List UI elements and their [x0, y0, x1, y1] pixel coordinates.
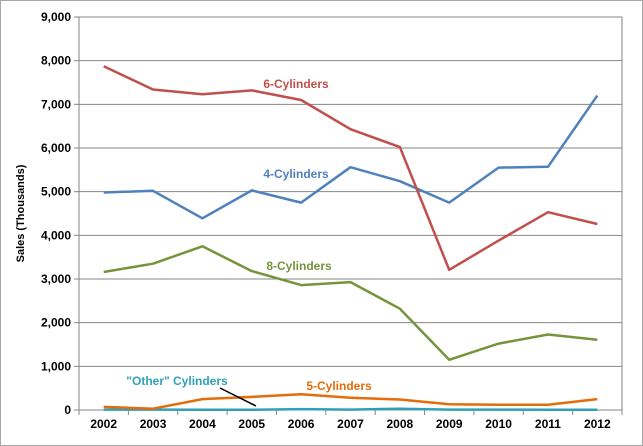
x-tick-label: 2012	[584, 417, 611, 431]
x-tick-label: 2007	[337, 417, 364, 431]
series-lines	[103, 65, 599, 412]
series-label: 8-Cylinders	[266, 259, 332, 273]
y-tick-label: 5,000	[41, 185, 71, 199]
series-line-4-cylinders	[103, 94, 599, 220]
series-line-8-cylinders	[103, 245, 598, 362]
x-tick-label: 2010	[485, 417, 512, 431]
y-tick-label: 6,000	[41, 141, 71, 155]
x-tick-label: 2006	[288, 417, 315, 431]
series-label: 6-Cylinders	[263, 77, 329, 91]
x-tick-label: 2009	[436, 417, 463, 431]
x-tick-label: 2002	[90, 417, 117, 431]
series-line-6-cylinders	[103, 65, 598, 272]
x-tick-label: 2008	[387, 417, 414, 431]
y-tick-label: 4,000	[41, 228, 71, 242]
plot-area	[78, 16, 623, 411]
series-label: 5-Cylinders	[306, 379, 372, 393]
y-tick-label: 1,000	[41, 359, 71, 373]
other-cylinders-leader-line	[219, 387, 257, 407]
gridlines	[79, 16, 622, 367]
y-tick-label: 9,000	[41, 10, 71, 24]
y-tick-label: 3,000	[41, 272, 71, 286]
x-tick-label: 2003	[140, 417, 167, 431]
x-tick-label: 2004	[189, 417, 216, 431]
series-line-other-cylinders	[103, 407, 598, 412]
y-axis-ticks: 0 1,000 2,000 3,000 4,000 5,000 6,000 7,000 8,00…	[41, 10, 79, 417]
x-tick-label: 2005	[238, 417, 265, 431]
x-axis-ticks: 2002 2003 2004 2005 2006 2007 2008 2009 2010 2011…	[78, 410, 623, 431]
x-tick-label: 2011	[535, 417, 561, 431]
series-label: "Other" Cylinders	[126, 374, 228, 388]
series-line-5-cylinders	[103, 393, 598, 410]
y-tick-label: 7,000	[41, 97, 71, 111]
y-tick-label: 2,000	[41, 316, 71, 330]
y-tick-label: 8,000	[41, 54, 71, 68]
series-labels: 6-Cylinders 4-Cylinders 8-Cylinders 5-Cylin…	[126, 77, 372, 407]
y-axis-label: Sales (Thousands)	[15, 164, 27, 262]
y-tick-label: 0	[64, 403, 71, 417]
series-label: 4-Cylinders	[263, 167, 329, 181]
